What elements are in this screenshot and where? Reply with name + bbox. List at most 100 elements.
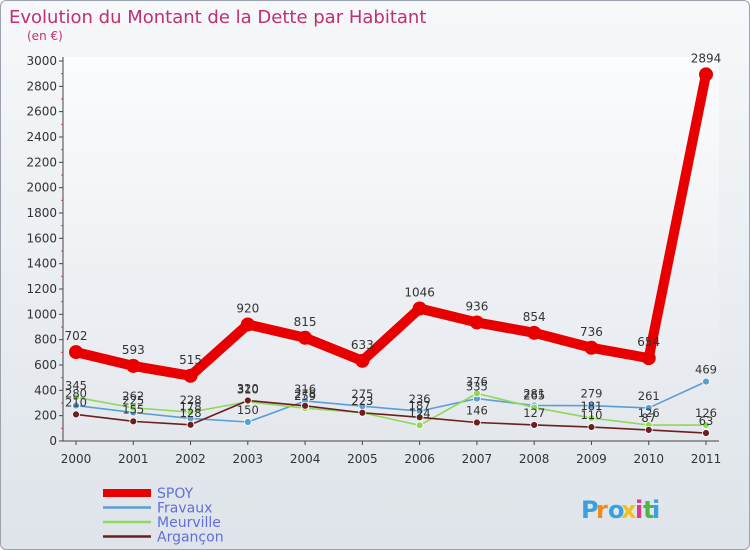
data-label-meurville: 126	[638, 406, 660, 420]
data-point-argancon	[644, 426, 653, 434]
proxiti-logo: Pr oxi ti	[581, 496, 660, 524]
data-label-meurville: 310	[237, 383, 259, 397]
x-tick-label: 2000	[61, 452, 92, 466]
data-point-argancon	[358, 408, 367, 417]
data-label-argancon: 128	[180, 406, 202, 420]
data-label-spoy: 515	[179, 353, 202, 367]
logo-letter: i	[635, 496, 643, 524]
data-label-fravaux: 469	[695, 363, 717, 377]
x-tick-label: 2003	[233, 452, 264, 466]
x-tick-label: 2010	[633, 452, 664, 466]
y-tick-label: 2400	[26, 130, 57, 144]
y-tick-label: 600	[34, 358, 57, 372]
data-point-spoy	[469, 315, 484, 330]
series-layer	[69, 67, 713, 437]
data-label-spoy: 702	[65, 329, 88, 343]
data-label-meurville: 262	[122, 389, 144, 403]
data-point-meurville	[186, 408, 195, 417]
data-label-spoy: 633	[351, 338, 374, 352]
data-point-meurville	[72, 393, 80, 402]
y-tick-label: 400	[34, 383, 57, 397]
x-tick-label: 2011	[691, 452, 722, 466]
data-label-meurville: 228	[180, 393, 202, 407]
data-point-meurville	[587, 414, 596, 422]
logo-letter: t	[643, 496, 654, 524]
logo-letter: i	[652, 496, 660, 524]
data-label-meurville: 223	[351, 394, 373, 408]
x-tick-label: 2002	[175, 452, 206, 466]
data-label-spoy: 593	[122, 343, 145, 357]
y-tick-label: 800	[34, 333, 57, 347]
data-point-argancon	[129, 417, 138, 426]
data-point-argancon	[72, 410, 80, 419]
data-point-argancon	[301, 401, 309, 410]
y-tick-label: 2200	[26, 155, 57, 169]
x-tick-label: 2001	[118, 452, 149, 466]
data-label-fravaux: 178	[180, 399, 202, 413]
data-point-argancon	[473, 418, 481, 427]
y-tick-label: 2600	[26, 105, 57, 119]
x-tick-label: 2004	[290, 452, 321, 466]
data-point-spoy	[699, 67, 713, 82]
legend-label: Fravaux	[157, 501, 212, 517]
data-point-fravaux	[243, 418, 252, 426]
data-point-spoy	[412, 301, 427, 316]
chart-subtitle: (en €)	[27, 29, 63, 43]
x-tick-label: 2006	[404, 452, 435, 466]
data-label-fravaux: 236	[409, 392, 431, 406]
data-point-argancon	[530, 421, 539, 429]
y-tick-label: 200	[34, 409, 57, 423]
data-point-meurville	[129, 403, 138, 412]
data-label-argancon: 210	[65, 395, 87, 409]
data-point-spoy	[527, 325, 542, 340]
data-point-argancon	[243, 396, 252, 405]
data-point-fravaux	[587, 401, 596, 410]
y-tick-label: 2000	[26, 181, 57, 195]
data-label-spoy: 1046	[404, 286, 435, 300]
data-label-spoy: 654	[637, 335, 660, 349]
data-label-fravaux: 225	[122, 394, 144, 408]
data-point-argancon	[186, 420, 195, 429]
y-tick-label: 1800	[26, 206, 57, 220]
data-label-spoy: 2894	[691, 51, 722, 65]
data-label-fravaux: 316	[294, 382, 316, 396]
data-point-argancon	[702, 429, 710, 437]
data-label-spoy: 736	[580, 325, 603, 339]
chart-title: Evolution du Montant de la Dette par Hab…	[9, 7, 426, 28]
data-label-spoy: 854	[523, 310, 546, 324]
legend-label: SPOY	[157, 486, 194, 502]
y-tick-label: 2800	[26, 79, 57, 93]
y-tick-label: 3000	[26, 54, 57, 68]
data-label-meurville: 181	[580, 399, 602, 413]
data-point-meurville	[473, 389, 481, 398]
y-tick-label: 1600	[26, 231, 57, 245]
data-label-spoy: 920	[236, 301, 259, 315]
data-point-spoy	[584, 340, 599, 355]
legend-label: Argançon	[157, 530, 224, 546]
logo-letter: o	[608, 496, 625, 524]
data-point-spoy	[126, 358, 141, 373]
data-label-argancon: 63	[699, 414, 714, 428]
data-label-meurville: 345	[65, 378, 87, 392]
legend-label: Meurville	[157, 515, 221, 531]
data-label-argancon: 110	[580, 408, 602, 422]
data-label-fravaux: 275	[351, 387, 373, 401]
data-point-spoy	[240, 317, 255, 332]
x-tick-label: 2005	[347, 452, 378, 466]
data-label-argancon: 320	[237, 381, 259, 395]
y-tick-label: 0	[49, 434, 57, 448]
data-label-argancon: 278	[294, 387, 316, 401]
data-point-fravaux	[702, 377, 710, 386]
data-label-meurville: 265	[523, 388, 545, 402]
data-label-fravaux: 261	[638, 389, 660, 403]
data-label-argancon: 146	[466, 404, 488, 418]
x-tick-label: 2007	[462, 452, 493, 466]
y-tick-label: 1200	[26, 282, 57, 296]
data-label-fravaux: 280	[65, 387, 87, 401]
data-point-argancon	[587, 423, 596, 431]
data-label-spoy: 936	[465, 299, 488, 313]
data-label-meurville: 376	[466, 374, 488, 388]
